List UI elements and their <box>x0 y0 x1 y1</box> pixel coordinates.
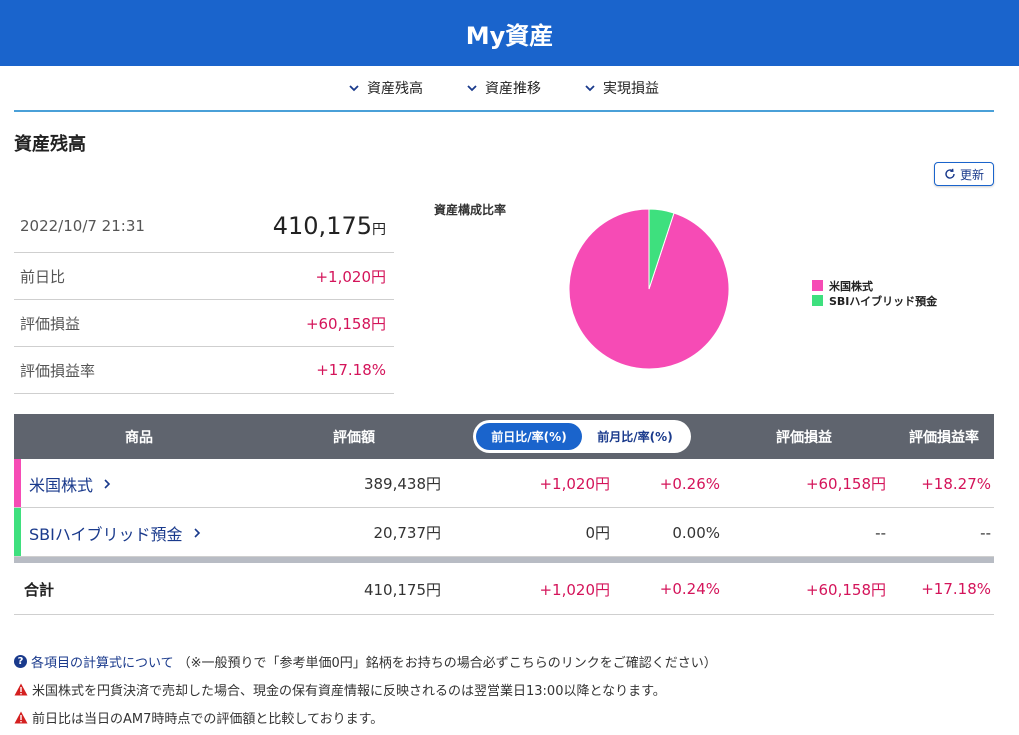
pie-slice-1 <box>648 208 675 290</box>
chevron-down-icon <box>467 85 477 92</box>
total-pl: +60,158円 <box>805 580 886 599</box>
valuation-cell: 20,737円 <box>373 524 442 542</box>
chevron-right-icon <box>104 478 111 489</box>
diff-cell: +1,020円 <box>539 475 610 493</box>
warning-icon <box>14 711 28 723</box>
chevron-right-icon <box>193 527 200 538</box>
legend-label: SBIハイブリッド預金 <box>829 294 938 308</box>
diff-rate-cell: 0.00% <box>672 523 720 542</box>
calc-link[interactable]: 各項目の計算式について <box>31 655 174 671</box>
total-valuation: 410,175円 <box>363 580 441 599</box>
refresh-icon <box>945 168 955 179</box>
table-row: 米国株式 389,438円 +1,020円 +0.26% +60,158円 +1… <box>14 459 994 508</box>
col-product: 商品 <box>125 429 153 446</box>
total-diff-rate: +0.24% <box>659 580 720 598</box>
refresh-button[interactable]: 更新 <box>934 162 994 186</box>
chevron-down-icon <box>349 85 359 92</box>
summary-label: 評価損益率 <box>20 361 96 380</box>
section-title: 資産残高 <box>14 134 86 155</box>
summary-panel: 2022/10/7 21:31 410,175円 前日比 +1,020円 評価損… <box>14 200 394 394</box>
summary-total-unit: 円 <box>372 222 386 238</box>
summary-value: +60,158円 <box>305 314 386 333</box>
toggle-month-diff[interactable]: 前月比/率(%) <box>597 430 673 444</box>
total-pl-rate: +17.18% <box>921 580 991 598</box>
summary-row: 評価損益 +60,158円 <box>14 300 394 347</box>
legend-item: SBIハイブリッド預金 <box>812 293 937 308</box>
summary-value: +1,020円 <box>315 267 386 286</box>
summary-total-row: 2022/10/7 21:31 410,175円 <box>14 200 394 253</box>
product-name: 米国株式 <box>29 475 94 495</box>
valuation-cell: 389,438円 <box>363 475 441 493</box>
table-header: 商品 評価額 前日比/率(%) 前月比/率(%) 評価損益 評価損益率 <box>14 414 994 459</box>
summary-row: 評価損益率 +17.18% <box>14 347 394 394</box>
summary-total-value: 410,175 <box>272 212 372 240</box>
pl-cell: +60,158円 <box>805 475 886 493</box>
help-icon: ? <box>14 654 27 668</box>
legend-item: 米国株式 <box>812 278 937 293</box>
chart-legend: 米国株式 SBIハイブリッド預金 <box>812 278 937 308</box>
nav-item-history[interactable]: 資産推移 <box>467 78 541 98</box>
holdings-table: 商品 評価額 前日比/率(%) 前月比/率(%) 評価損益 評価損益率 米国株式… <box>14 414 994 615</box>
app-header: My資産 <box>0 0 1019 66</box>
summary-row: 前日比 +1,020円 <box>14 253 394 300</box>
product-link[interactable]: 米国株式 <box>29 472 111 496</box>
row-name-cell: 米国株式 <box>29 459 111 508</box>
table-row: SBIハイブリッド預金 20,737円 0円 0.00% -- -- <box>14 508 994 557</box>
nav-item-label: 資産残高 <box>367 81 423 97</box>
anchor-nav: 資産残高 資産推移 実現損益 <box>14 66 994 112</box>
summary-total: 410,175円 <box>273 212 386 240</box>
pl-rate-cell: +18.27% <box>921 474 991 493</box>
warning-text: 前日比は当日のAM7時時点での評価額と比較しております。 <box>32 711 384 727</box>
diff-cell: 0円 <box>585 524 610 542</box>
product-name: SBIハイブリッド預金 <box>29 524 183 544</box>
summary-label: 評価損益 <box>20 314 81 333</box>
summary-label: 前日比 <box>20 267 66 286</box>
product-link[interactable]: SBIハイブリッド預金 <box>29 521 201 545</box>
diff-rate-cell: +0.26% <box>659 474 720 493</box>
toggle-day-diff[interactable]: 前日比/率(%) <box>476 423 582 450</box>
note-warning: 前日比は当日のAM7時時点での評価額と比較しております。 <box>14 703 717 731</box>
table-total-row: 合計 410,175円 +1,020円 +0.24% +60,158円 +17.… <box>14 563 994 615</box>
nav-item-balance[interactable]: 資産残高 <box>349 78 423 98</box>
allocation-pie-chart <box>568 208 730 370</box>
col-pl: 評価損益 <box>776 429 832 446</box>
pl-cell: -- <box>875 523 886 542</box>
summary-value: +17.18% <box>316 361 386 379</box>
nav-item-label: 実現損益 <box>603 81 659 97</box>
row-color-bar <box>14 508 21 556</box>
summary-datetime: 2022/10/7 21:31 <box>20 217 145 235</box>
warning-text: 米国株式を円貨決済で売却した場合、現金の保有資産情報に反映されるのは翌営業日13… <box>32 683 666 699</box>
col-valuation: 評価額 <box>333 429 375 446</box>
warning-icon <box>14 683 28 695</box>
notes: ? 各項目の計算式について （※一般預りで「参考単価0円」銘柄をお持ちの場合必ず… <box>14 647 717 731</box>
nav-item-label: 資産推移 <box>485 81 541 97</box>
chart-title: 資産構成比率 <box>434 203 507 217</box>
row-color-bar <box>14 459 21 507</box>
calc-link-suffix: （※一般預りで「参考単価0円」銘柄をお持ちの場合必ずこちらのリンクをご確認くださ… <box>177 655 717 671</box>
row-name-cell: SBIハイブリッド預金 <box>29 508 201 557</box>
note-warning: 米国株式を円貨決済で売却した場合、現金の保有資産情報に反映されるのは翌営業日13… <box>14 675 717 703</box>
legend-swatch <box>812 280 823 291</box>
diff-toggle: 前日比/率(%) 前月比/率(%) <box>473 420 691 453</box>
page-title: My資産 <box>465 21 554 50</box>
refresh-label: 更新 <box>959 167 984 182</box>
table-divider <box>14 557 994 563</box>
pl-rate-cell: -- <box>980 523 991 542</box>
legend-label: 米国株式 <box>829 279 873 293</box>
total-diff: +1,020円 <box>539 580 610 599</box>
total-label: 合計 <box>24 580 55 599</box>
chevron-down-icon <box>585 85 595 92</box>
legend-swatch <box>812 295 823 306</box>
col-pl-rate: 評価損益率 <box>909 429 979 446</box>
note-calc: ? 各項目の計算式について （※一般預りで「参考単価0円」銘柄をお持ちの場合必ず… <box>14 647 717 675</box>
nav-item-realized[interactable]: 実現損益 <box>585 78 659 98</box>
